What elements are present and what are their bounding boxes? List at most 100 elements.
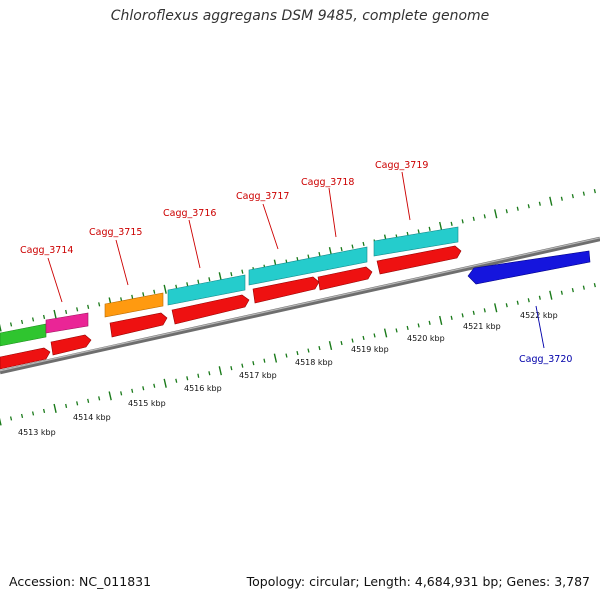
feature-cyan-3716[interactable] bbox=[167, 274, 246, 306]
lower-tick bbox=[351, 338, 354, 343]
feature-cyan-3719[interactable] bbox=[373, 226, 459, 257]
lower-tick bbox=[307, 348, 310, 353]
upper-tick bbox=[439, 221, 443, 231]
upper-tick bbox=[549, 196, 553, 206]
feature-orange[interactable] bbox=[104, 292, 164, 318]
gene-label-3720[interactable]: Cagg_3720 bbox=[519, 354, 572, 365]
gene-arrow-3718[interactable] bbox=[317, 266, 373, 291]
lower-tick bbox=[252, 361, 255, 366]
upper-tick bbox=[20, 319, 24, 325]
scale-label-4516: 4516 kbp bbox=[184, 384, 222, 393]
upper-tick bbox=[428, 226, 431, 231]
upper-tick bbox=[527, 204, 530, 209]
scale-label-4521: 4521 kbp bbox=[463, 322, 501, 331]
lower-tick bbox=[263, 358, 266, 363]
gene-arrow-3714[interactable] bbox=[50, 334, 92, 356]
lower-tick bbox=[472, 310, 475, 315]
gene-label-3716[interactable]: Cagg_3716 bbox=[163, 208, 216, 219]
upper-tick bbox=[450, 221, 453, 226]
lower-tick bbox=[593, 283, 596, 288]
lower-tick bbox=[98, 396, 101, 401]
gene-arrow-3715[interactable] bbox=[109, 312, 168, 338]
upper-tick bbox=[153, 289, 156, 294]
lower-tick bbox=[0, 417, 2, 426]
lower-tick-track bbox=[0, 283, 596, 426]
scale-label-4515: 4515 kbp bbox=[128, 399, 166, 408]
upper-tick bbox=[571, 194, 574, 199]
upper-tick bbox=[208, 277, 211, 282]
lower-tick bbox=[328, 341, 333, 351]
upper-tick bbox=[538, 201, 541, 206]
upper-tick bbox=[9, 322, 13, 327]
feature-green[interactable] bbox=[0, 323, 47, 347]
lower-tick bbox=[373, 333, 376, 338]
upper-tick bbox=[593, 189, 596, 194]
gene-arrow-3717[interactable] bbox=[252, 276, 320, 304]
gene-arrow-3720[interactable] bbox=[467, 250, 591, 285]
upper-tick bbox=[87, 304, 90, 309]
upper-tick bbox=[472, 216, 475, 221]
lower-tick bbox=[494, 303, 498, 313]
gene-label-3719[interactable]: Cagg_3719 bbox=[375, 160, 428, 171]
gene-labels: Cagg_3714 Cagg_3715 Cagg_3716 Cagg_3717 … bbox=[20, 160, 572, 365]
lower-tick bbox=[230, 366, 233, 371]
lower-tick bbox=[208, 371, 211, 376]
gene-label-3714[interactable]: Cagg_3714 bbox=[20, 245, 73, 256]
upper-tick bbox=[197, 279, 200, 284]
upper-tick bbox=[307, 254, 310, 259]
lower-tick bbox=[120, 391, 123, 396]
lower-tick bbox=[383, 328, 388, 338]
lower-tick bbox=[428, 320, 431, 325]
upper-tick bbox=[31, 317, 35, 322]
upper-tick bbox=[318, 251, 321, 257]
lower-tick bbox=[153, 383, 156, 388]
upper-tick bbox=[461, 219, 464, 224]
genome-backbone-highlight bbox=[0, 237, 600, 372]
feature-cyan-3717[interactable] bbox=[248, 246, 368, 286]
lower-tick bbox=[273, 353, 278, 363]
lower-tick bbox=[108, 391, 112, 401]
scale-label-4519: 4519 kbp bbox=[351, 345, 389, 354]
upper-tick bbox=[241, 269, 244, 274]
lower-tick bbox=[417, 323, 420, 328]
gene-arrow-3716[interactable] bbox=[171, 294, 250, 325]
scale-labels: 4513 kbp 4514 kbp 4515 kbp 4516 kbp 4517… bbox=[18, 311, 558, 437]
lower-tick bbox=[53, 403, 57, 413]
upper-tick bbox=[0, 323, 2, 332]
upper-tick bbox=[417, 229, 420, 234]
feature-row-top bbox=[0, 226, 459, 347]
label-leaders bbox=[47, 171, 545, 349]
leader-3717 bbox=[262, 203, 279, 250]
lower-tick bbox=[31, 411, 35, 416]
lower-tick bbox=[505, 303, 508, 308]
leader-3719 bbox=[401, 171, 411, 221]
upper-tick bbox=[505, 209, 508, 214]
lower-tick bbox=[406, 325, 409, 331]
gene-label-3718[interactable]: Cagg_3718 bbox=[301, 177, 354, 188]
gene-label-3715[interactable]: Cagg_3715 bbox=[89, 227, 142, 238]
lower-tick bbox=[131, 388, 134, 393]
lower-tick bbox=[483, 308, 486, 313]
upper-tick bbox=[131, 294, 134, 299]
gene-arrows-forward bbox=[0, 245, 462, 370]
lower-tick bbox=[461, 313, 464, 318]
gene-arrow-3719[interactable] bbox=[376, 245, 462, 275]
upper-tick bbox=[65, 309, 68, 315]
topology-text: Topology: circular; Length: 4,684,931 bp… bbox=[246, 574, 590, 589]
upper-tick bbox=[362, 241, 365, 247]
gene-arrow-3713[interactable] bbox=[0, 347, 51, 370]
upper-tick bbox=[142, 292, 145, 297]
lower-tick bbox=[241, 363, 244, 368]
upper-tick bbox=[494, 209, 498, 219]
gene-label-3717[interactable]: Cagg_3717 bbox=[236, 191, 289, 202]
lower-tick bbox=[362, 335, 365, 341]
lower-tick bbox=[42, 408, 46, 414]
feature-magenta[interactable] bbox=[45, 312, 89, 334]
lower-tick bbox=[571, 288, 574, 293]
lower-tick bbox=[439, 315, 443, 325]
lower-tick bbox=[340, 340, 343, 346]
upper-tick bbox=[340, 246, 343, 252]
upper-tick bbox=[98, 302, 101, 307]
lower-tick bbox=[87, 398, 90, 403]
lower-tick bbox=[549, 290, 553, 300]
